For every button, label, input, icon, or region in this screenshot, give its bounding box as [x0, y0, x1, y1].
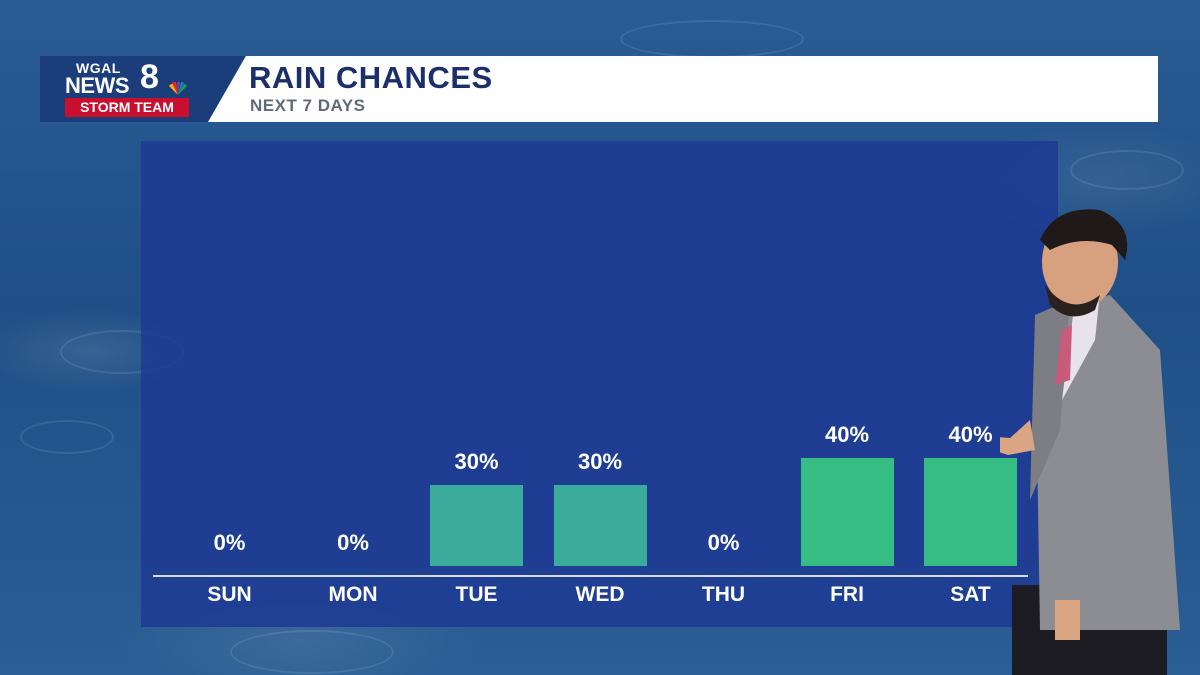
bar-fri — [800, 458, 894, 566]
value-label-thu: 0% — [707, 530, 740, 555]
peacock-icon — [169, 82, 187, 95]
value-label-sat: 40% — [948, 422, 993, 447]
logo-storm-team: STORM TEAM — [65, 98, 189, 117]
day-label-wed: WED — [575, 583, 625, 606]
ripple — [620, 20, 804, 58]
logo-news: NEWS — [65, 73, 130, 98]
day-label-mon: MON — [328, 583, 378, 606]
ripple — [1070, 150, 1184, 190]
station-logo: WGAL NEWS 8 STORM TEAM — [40, 56, 245, 122]
value-label-sun: 0% — [213, 530, 246, 555]
day-label-sat: SAT — [950, 583, 991, 606]
bar-sat — [924, 458, 1017, 566]
chart-baseline — [153, 575, 1028, 577]
value-label-tue: 30% — [454, 449, 499, 474]
page-subtitle: NEXT 7 DAYS — [250, 96, 366, 115]
day-label-fri: FRI — [830, 583, 864, 606]
meteorologist-figure — [1000, 209, 1180, 675]
ripple — [20, 420, 114, 454]
ripple — [230, 630, 394, 674]
value-label-wed: 30% — [577, 449, 623, 474]
logo-wgal: WGAL — [76, 60, 121, 76]
logo-number: 8 — [140, 58, 159, 96]
day-label-tue: TUE — [455, 583, 498, 606]
day-label-thu: THU — [701, 583, 746, 606]
bar-wed — [553, 485, 647, 566]
title-bar — [208, 56, 1158, 122]
header-banner: WGAL NEWS 8 STORM TEAM RAIN CHANCES NEXT… — [40, 56, 1158, 122]
value-label-mon: 0% — [337, 530, 369, 555]
page-title: RAIN CHANCES — [249, 60, 493, 95]
value-label-fri: 40% — [824, 422, 870, 447]
day-label-sun: SUN — [207, 583, 252, 606]
bar-tue — [430, 485, 523, 566]
